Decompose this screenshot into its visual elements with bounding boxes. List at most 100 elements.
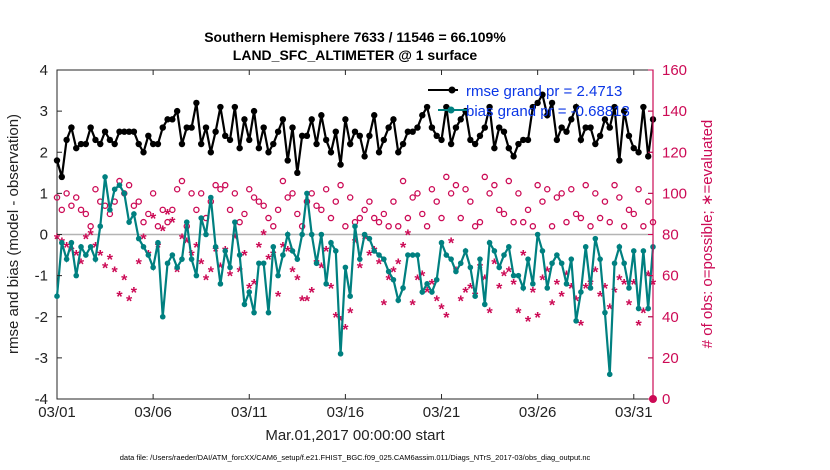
- obs-evaluated-point: *: [73, 248, 80, 265]
- obs-possible-point: [428, 186, 436, 193]
- rmse-point: [481, 124, 488, 131]
- bias-point: [188, 256, 195, 262]
- bias-point: [549, 260, 555, 267]
- rmse-point: [77, 140, 85, 148]
- left-tick-label: 0: [40, 227, 48, 244]
- obs-evaluated-point: *: [386, 273, 393, 290]
- bias-point: [443, 252, 450, 258]
- obs-evaluated-point: *: [203, 273, 210, 290]
- bias-point: [222, 248, 229, 254]
- obs-possible-point: [491, 181, 498, 189]
- obs-possible-point: [486, 190, 493, 197]
- obs-possible-point: [462, 186, 469, 193]
- rmse-point: [284, 157, 291, 164]
- obs-possible-point: [577, 214, 585, 222]
- obs-possible-point: [188, 190, 195, 197]
- bias-point: [506, 244, 512, 250]
- rmse-point: [491, 144, 498, 152]
- obs-evaluated-point: *: [193, 240, 200, 257]
- rmse-point: [476, 132, 484, 139]
- obs-possible-point: [539, 198, 546, 205]
- obs-possible-point: [284, 194, 291, 201]
- bias-point: [246, 289, 253, 295]
- bias-point: [381, 256, 387, 262]
- bias-point: [606, 371, 613, 378]
- rmse-point: [236, 144, 243, 152]
- obs-evaluated-point: *: [97, 248, 104, 265]
- bias-point: [169, 252, 176, 258]
- bias-point: [131, 211, 137, 217]
- bias-point: [573, 318, 579, 324]
- obs-possible-point: [519, 218, 527, 226]
- obs-possible-point: [327, 214, 335, 222]
- rmse-point: [423, 103, 431, 111]
- bias-point: [126, 219, 132, 225]
- bias-point: [582, 244, 589, 250]
- obs-evaluated-point: *: [482, 273, 489, 290]
- bias-point: [270, 244, 277, 250]
- chart-title-line1: Southern Hemisphere 7633 / 11546 = 66.10…: [204, 29, 506, 45]
- bias-point: [323, 281, 329, 287]
- rmse-point: [366, 132, 373, 139]
- obs-evaluated-point: *: [217, 260, 224, 277]
- bias-point: [208, 194, 214, 201]
- rmse-point: [582, 124, 589, 131]
- bias-point: [630, 248, 637, 254]
- obs-evaluated-point: *: [285, 244, 292, 261]
- obs-evaluated-point: *: [443, 310, 450, 327]
- rmse-point: [553, 136, 561, 144]
- bias-point: [515, 272, 522, 279]
- obs-evaluated-point: *: [645, 269, 652, 286]
- obs-evaluated-point: *: [486, 306, 493, 323]
- obs-evaluated-point: *: [414, 273, 421, 290]
- rmse-point: [515, 140, 522, 148]
- rmse-point: [183, 124, 190, 131]
- bias-point: [645, 305, 651, 312]
- x-tick-label: 03/16: [327, 404, 365, 421]
- bias-point: [164, 260, 171, 267]
- bias-point: [83, 252, 89, 258]
- obs-evaluated-point: *: [530, 285, 537, 302]
- legend-rmse-marker: [448, 86, 456, 94]
- bias-point: [342, 264, 349, 271]
- obs-possible-point: [260, 202, 267, 209]
- obs-possible-point: [375, 218, 383, 226]
- rmse-point: [371, 112, 378, 119]
- obs-evaluated-point: *: [333, 310, 340, 327]
- bias-point: [212, 244, 219, 250]
- obs-possible-point: [385, 223, 392, 230]
- obs-evaluated-point: *: [237, 265, 244, 282]
- obs-possible-point: [212, 181, 219, 189]
- rmse-point: [130, 128, 138, 135]
- obs-possible-point: [395, 223, 402, 230]
- obs-evaluated-point: *: [539, 273, 546, 290]
- obs-evaluated-point: *: [611, 285, 618, 302]
- x-tick-label: 03/11: [231, 404, 267, 421]
- obs-possible-point: [77, 206, 85, 214]
- bias-point: [405, 252, 411, 258]
- obs-evaluated-point: *: [342, 322, 349, 339]
- obs-evaluated-point: *: [640, 306, 647, 323]
- right-tick-label: 100: [662, 185, 687, 202]
- rmse-point: [640, 103, 647, 111]
- bias-series: [54, 174, 656, 378]
- obs-evaluated-point: *: [616, 273, 623, 290]
- rmse-point: [342, 116, 349, 123]
- chart-title-line2: LAND_SFC_ALTIMETER @ 1 surface: [233, 47, 478, 63]
- obs-possible-point: [87, 223, 94, 230]
- obs-possible-point: [154, 223, 162, 230]
- x-axis-label: Mar.01,2017 00:00:00 start: [265, 427, 445, 444]
- obs-evaluated-point: *: [583, 281, 590, 298]
- right-tick-label: 140: [662, 103, 687, 120]
- bias-point: [597, 256, 603, 262]
- bias-point: [361, 231, 368, 238]
- obs-evaluated-point: *: [419, 269, 426, 286]
- obs-evaluated-point: *: [352, 236, 359, 253]
- obs-possible-point: [366, 198, 373, 205]
- obs-possible-point: [471, 223, 479, 230]
- rmse-point: [356, 132, 364, 139]
- obs-possible-point: [399, 177, 407, 185]
- bias-point: [193, 272, 200, 279]
- bias-point: [59, 239, 65, 246]
